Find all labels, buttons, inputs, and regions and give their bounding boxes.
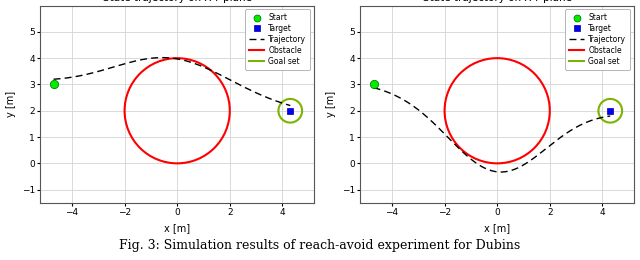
X-axis label: x [m]: x [m] <box>164 223 190 233</box>
Text: Fig. 3: Simulation results of reach-avoid experiment for Dubins: Fig. 3: Simulation results of reach-avoi… <box>120 239 520 252</box>
Title: State trajectory on X-Y plane: State trajectory on X-Y plane <box>422 0 572 3</box>
Y-axis label: y [m]: y [m] <box>326 91 336 117</box>
Y-axis label: y [m]: y [m] <box>6 91 16 117</box>
Legend: Start, Target, Trajectory, Obstacle, Goal set: Start, Target, Trajectory, Obstacle, Goa… <box>565 9 630 70</box>
X-axis label: x [m]: x [m] <box>484 223 510 233</box>
Legend: Start, Target, Trajectory, Obstacle, Goal set: Start, Target, Trajectory, Obstacle, Goa… <box>245 9 310 70</box>
Title: State trajectory on X-Y plane: State trajectory on X-Y plane <box>102 0 252 3</box>
